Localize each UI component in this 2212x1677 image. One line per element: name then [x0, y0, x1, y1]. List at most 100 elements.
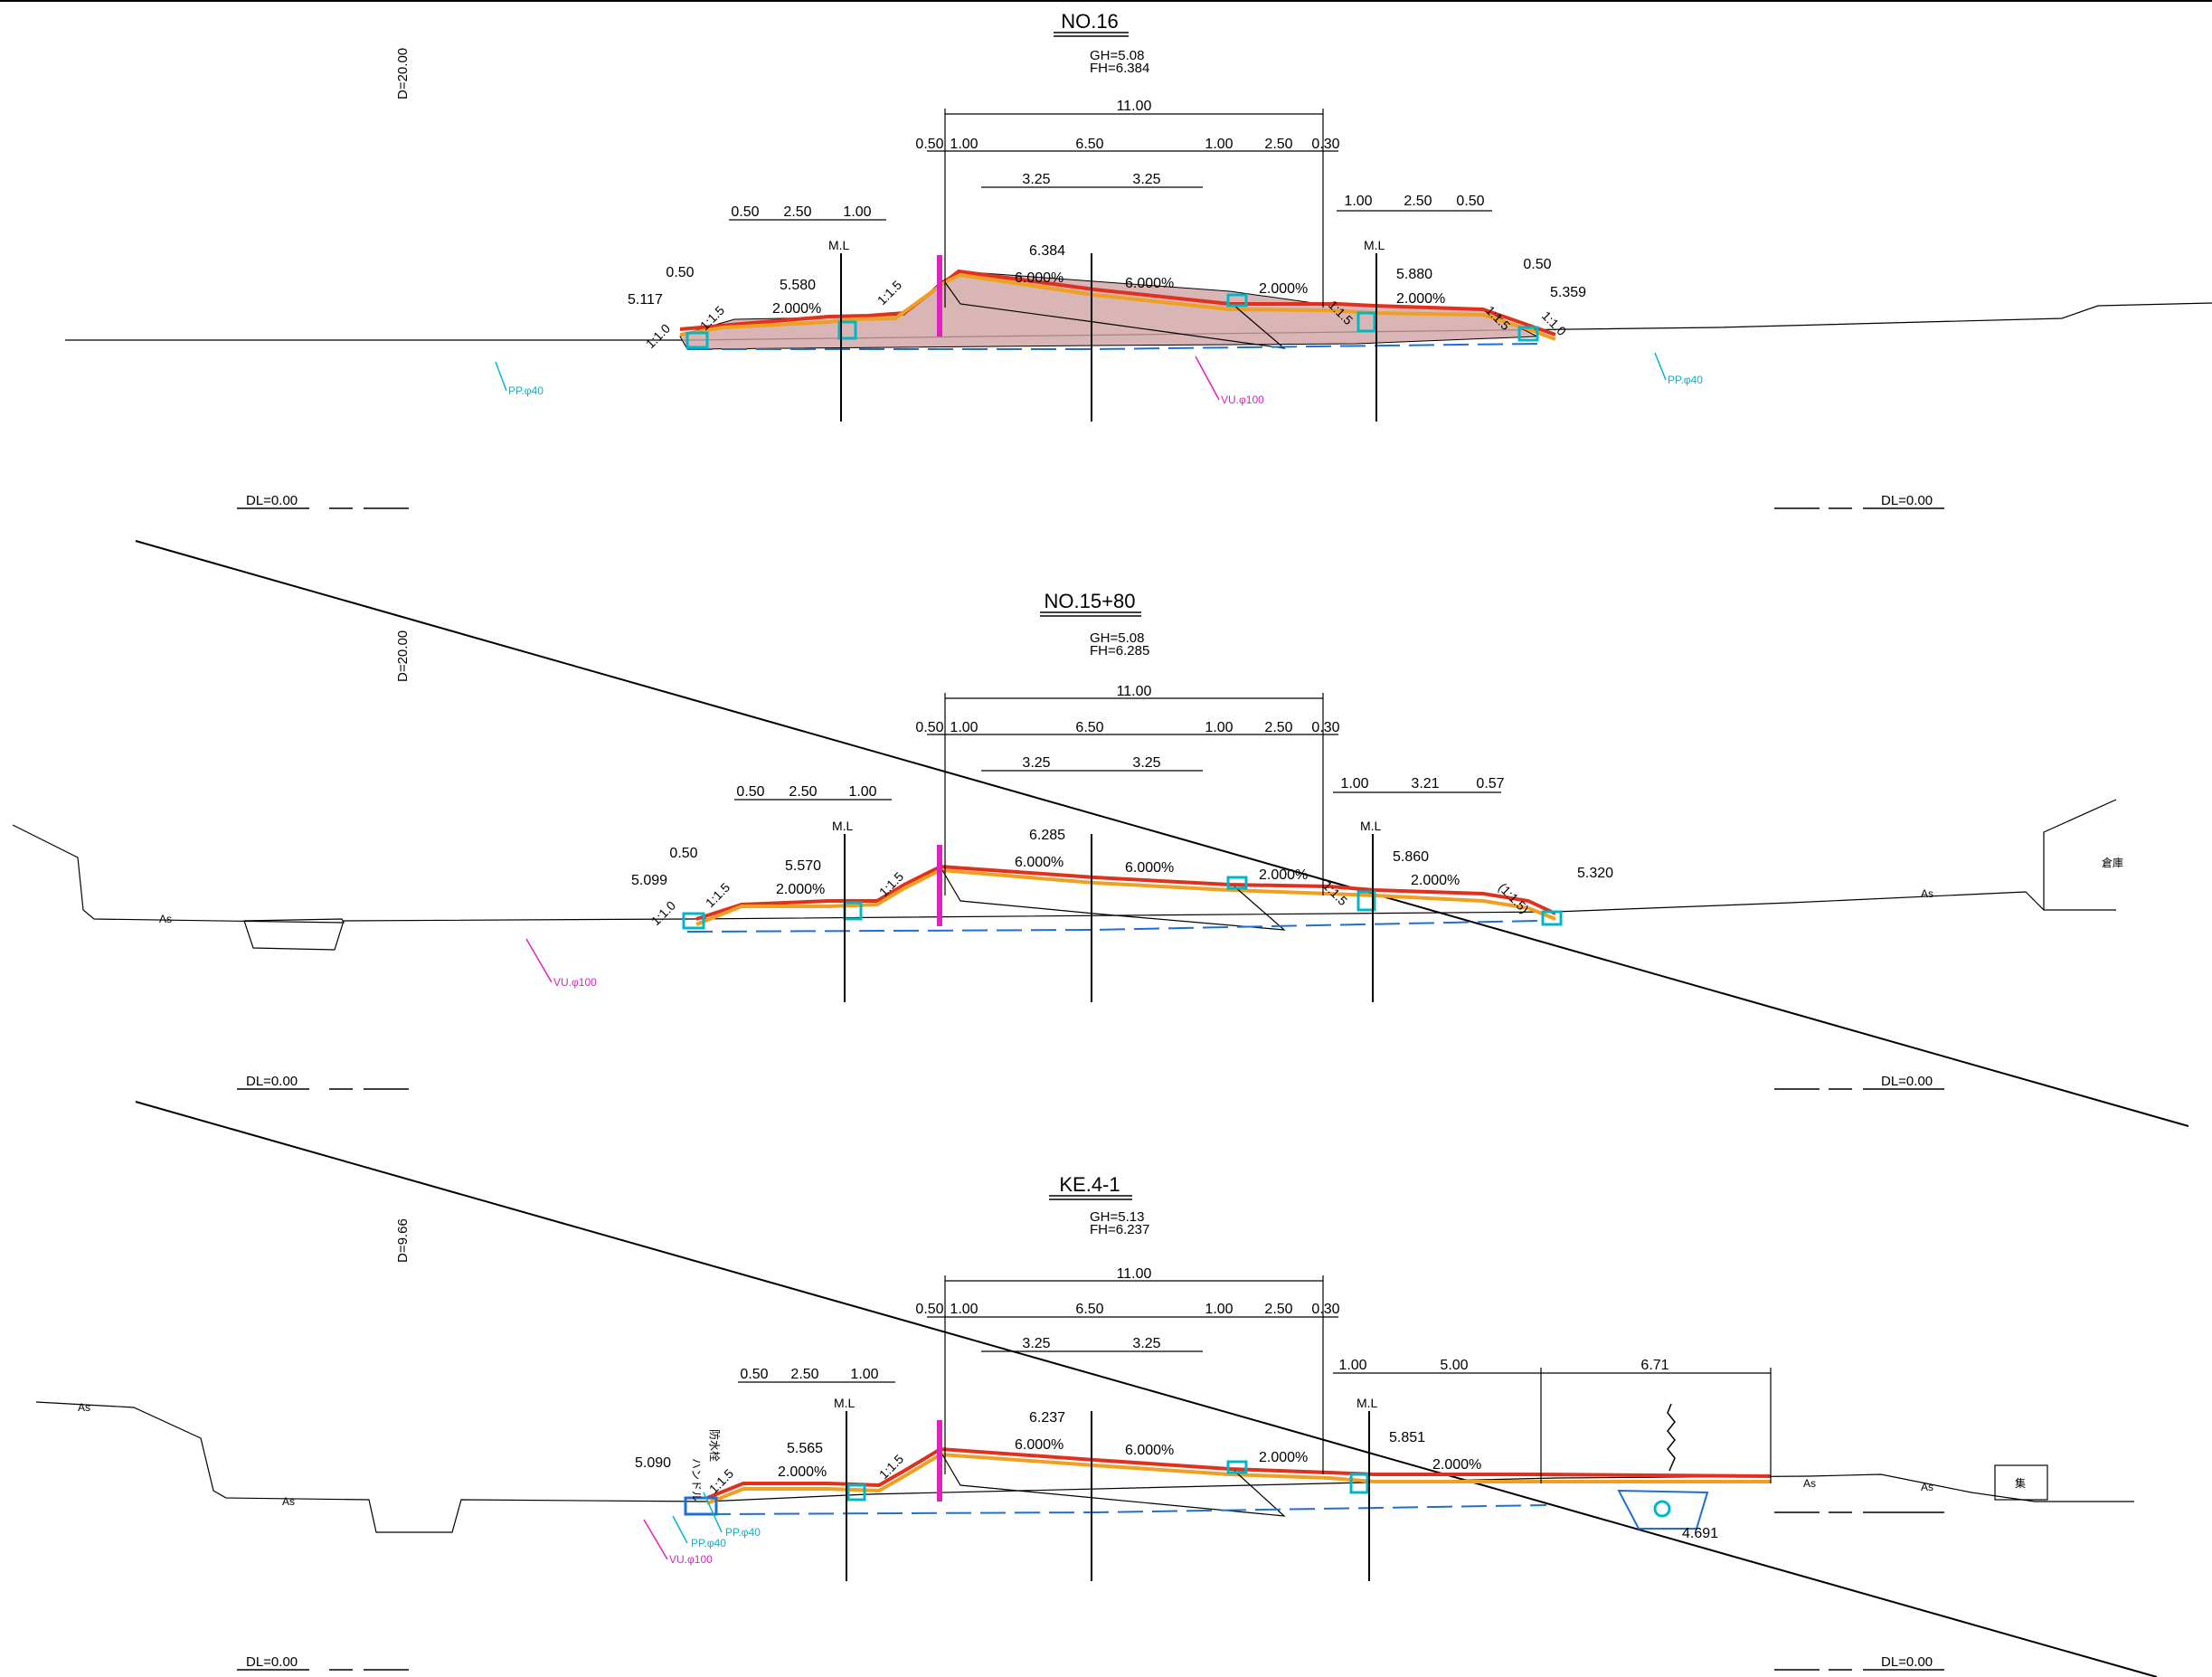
- elev-crown: 6.237: [1029, 1410, 1065, 1426]
- ground-label: 倉庫: [2102, 856, 2123, 869]
- dim-right-sh3: 0.30: [1311, 137, 1339, 152]
- slope-left-outer: 1:1.0: [643, 321, 673, 351]
- drain-left: [684, 1496, 718, 1516]
- grade-left-lane: 6.000%: [1015, 855, 1063, 870]
- dim-left-sh1: 0.50: [915, 720, 943, 735]
- subbase-line: [944, 281, 1286, 349]
- section-title: NO.16: [1061, 10, 1119, 33]
- guard-rail: [937, 845, 942, 926]
- dim-left-sh2: 1.00: [950, 137, 978, 152]
- dim-ll-d: 0.50: [666, 265, 694, 280]
- dim-rr-c: 6.71: [1640, 1358, 1668, 1373]
- grade-left-lane: 6.000%: [1015, 1437, 1063, 1453]
- dim-left-sh1: 0.50: [915, 137, 943, 152]
- datum-right: DL=0.00: [1881, 1654, 1933, 1670]
- drain-ml-right: [1357, 311, 1376, 333]
- elev-left-side: 5.580: [780, 278, 816, 293]
- ground-label: As: [1921, 887, 1933, 900]
- dim-ll-c: 1.00: [843, 204, 871, 220]
- elev-left-edge: 5.117: [628, 292, 663, 308]
- dim-half-left: 3.25: [1022, 1336, 1050, 1351]
- drain-left: [685, 331, 709, 349]
- diagonal-strike-2: [135, 1101, 2158, 1677]
- dim-right-sh1: 1.00: [1205, 137, 1233, 152]
- elev-left-edge: 5.099: [631, 873, 667, 888]
- pipe-label: PP.φ40: [1668, 374, 1703, 386]
- dimension-lines: [729, 109, 1492, 308]
- section-title: NO.15+80: [1045, 590, 1136, 612]
- dim-ll-d: 0.50: [669, 846, 697, 861]
- dim-total: 11.00: [1117, 99, 1152, 114]
- pavement-surface: [679, 269, 1556, 336]
- dim-rr-b: 3.21: [1411, 776, 1439, 791]
- datum-left: DL=0.00: [246, 493, 298, 508]
- pipe-label: PP.φ40: [691, 1537, 726, 1549]
- pipe-leader: [643, 1519, 668, 1560]
- gh-value: GH=5.08: [1090, 630, 1144, 646]
- fh-value: FH=6.384: [1090, 61, 1149, 76]
- dim-right-sh3: 0.30: [1311, 1302, 1339, 1317]
- grade-right-sidewalk: 2.000%: [1411, 873, 1460, 888]
- building-right: [1994, 1464, 2048, 1501]
- dim-right-sh1: 1.00: [1205, 720, 1233, 735]
- slope-left-outer: 1:1.0: [648, 898, 678, 928]
- dim-right-sh2: 2.50: [1264, 137, 1292, 152]
- dim-ll-b: 2.50: [790, 1367, 818, 1382]
- dim-right-sh2: 2.50: [1264, 1302, 1292, 1317]
- ml-label-left: M.L: [832, 819, 854, 833]
- pipe-leader: [1654, 352, 1667, 381]
- dim-right-sh1: 1.00: [1205, 1302, 1233, 1317]
- depth-label: D=20.00: [395, 48, 411, 99]
- dim-rr-a: 1.00: [1340, 776, 1368, 791]
- side-label: 防水栓: [708, 1429, 722, 1462]
- slope-left-inner: 1:1.5: [703, 880, 733, 910]
- dim-carriage: 6.50: [1075, 137, 1103, 152]
- dim-half-right: 3.25: [1132, 1336, 1160, 1351]
- drain-right: [1541, 910, 1563, 926]
- elev-right-side: 5.880: [1396, 267, 1432, 282]
- subbase-line: [941, 1454, 1286, 1517]
- grade-left-sidewalk: 2.000%: [778, 1464, 827, 1480]
- depth-label: D=20.00: [395, 630, 411, 682]
- elev-right-edge: 5.359: [1550, 285, 1586, 300]
- dim-ll-b: 2.50: [783, 204, 811, 220]
- dim-rr-c: 0.57: [1476, 776, 1504, 791]
- drain-ml-left: [837, 320, 857, 340]
- diagonal-strike-1: [135, 540, 2189, 1127]
- existing-ground: [65, 302, 2212, 341]
- pipe-leader: [495, 361, 507, 392]
- ground-label: As: [282, 1495, 295, 1508]
- pipe-line: [704, 1504, 1547, 1515]
- ground-label: As: [78, 1401, 90, 1414]
- drain-ml-right: [1357, 890, 1376, 912]
- gh-value: GH=5.08: [1090, 48, 1144, 63]
- ml-label-left: M.L: [834, 1396, 855, 1410]
- elev-crown: 6.285: [1029, 828, 1065, 843]
- dim-left-sh2: 1.00: [950, 1302, 978, 1317]
- dim-ll-a: 0.50: [736, 784, 764, 800]
- elev-left-edge: 5.090: [635, 1455, 671, 1471]
- base-course: [695, 867, 1556, 926]
- grade-left-sidewalk: 2.000%: [772, 301, 821, 317]
- drain-right: [1517, 326, 1539, 342]
- dim-left-sh1: 0.50: [915, 1302, 943, 1317]
- grade-left-sidewalk: 2.000%: [776, 882, 825, 897]
- slope-left-road: 1:1.5: [874, 278, 904, 308]
- dim-ll-b: 2.50: [789, 784, 817, 800]
- dim-carriage: 6.50: [1075, 1302, 1103, 1317]
- dim-ll-a: 0.50: [740, 1367, 768, 1382]
- pipe-line: [687, 343, 1538, 350]
- dimension-lines: [734, 693, 1501, 895]
- elev-crown: 6.384: [1029, 243, 1065, 259]
- drain-center: [1226, 1460, 1248, 1474]
- grade-right-shoulder: 2.000%: [1259, 281, 1308, 297]
- dim-ll-a: 0.50: [731, 204, 759, 220]
- existing-ground: [12, 824, 2116, 951]
- drain-ml-right: [1349, 1473, 1369, 1494]
- dim-ll-c: 1.00: [850, 1367, 878, 1382]
- dim-left-sh2: 1.00: [950, 720, 978, 735]
- grade-right-lane: 6.000%: [1125, 860, 1174, 876]
- datum-left: DL=0.00: [246, 1654, 298, 1670]
- drain-center: [1226, 293, 1248, 308]
